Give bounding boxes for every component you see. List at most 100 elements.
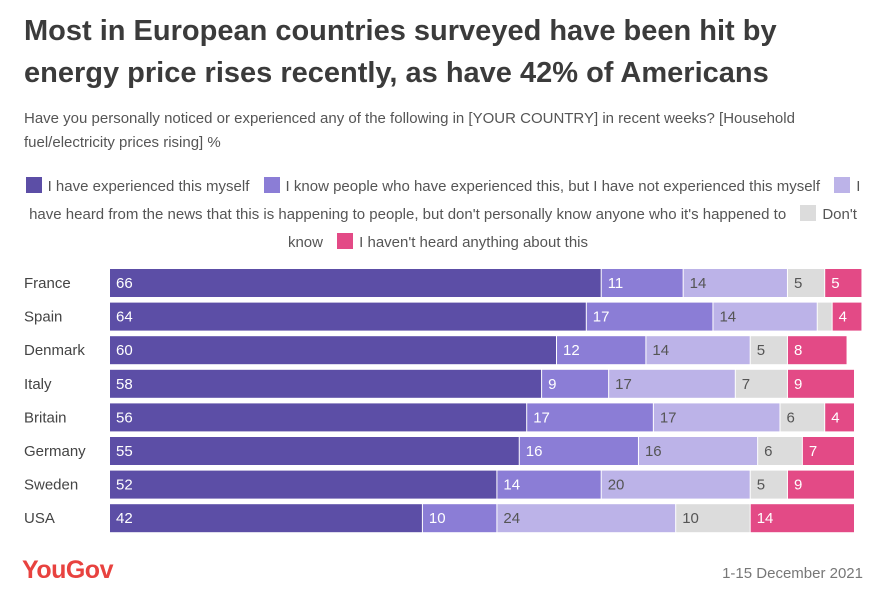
bar-segment (713, 302, 817, 331)
data-label: 7 (742, 376, 750, 393)
data-label: 9 (794, 376, 802, 393)
category-label: Denmark (24, 342, 85, 359)
bar-segment (586, 302, 713, 331)
legend-swatch (834, 177, 851, 193)
bar-segment (601, 269, 683, 297)
legend-item-havent-heard: I haven't heard anything about this (337, 233, 589, 251)
data-label: 5 (794, 275, 802, 292)
legend-label: I have experienced this myself (47, 178, 250, 195)
bar-segment (497, 504, 676, 533)
bar-segment (825, 269, 862, 297)
data-label: 4 (831, 409, 839, 426)
legend-swatch (337, 233, 354, 249)
bar-segment (817, 302, 832, 331)
data-label: 17 (533, 409, 550, 426)
category-label: Italy (24, 376, 52, 393)
bar-segment (832, 302, 862, 331)
bar-segment (601, 470, 750, 499)
bar-segment (750, 470, 787, 499)
category-label: Britain (24, 409, 67, 426)
data-label: 14 (690, 275, 707, 292)
data-label: 60 (116, 342, 133, 359)
bar-segment (527, 403, 653, 432)
legend-swatch (263, 177, 280, 193)
data-label: 42 (116, 510, 133, 527)
bar-segment (787, 369, 854, 398)
data-label: 24 (503, 510, 520, 527)
data-label: 11 (608, 275, 624, 292)
data-label: 52 (116, 477, 133, 494)
bar-segment (646, 336, 750, 365)
data-label: 56 (116, 409, 133, 426)
chart-subtitle: Have you personally noticed or experienc… (24, 110, 795, 151)
bar-segment (422, 504, 497, 533)
data-label: 58 (116, 376, 133, 393)
survey-date: 1-15 December 2021 (722, 565, 863, 582)
bar-segment (110, 403, 527, 432)
bar-segment (519, 437, 638, 465)
bar-segment (750, 336, 787, 365)
bar-segment (683, 269, 787, 297)
data-label: 16 (645, 443, 662, 460)
bar-segment (653, 403, 780, 432)
bar-segment (638, 437, 758, 465)
data-label: 16 (526, 443, 543, 460)
data-label: 64 (116, 309, 133, 326)
data-label: 4 (839, 309, 847, 326)
category-label: France (24, 275, 71, 292)
bar-segment (735, 369, 787, 398)
bar-segment (110, 504, 422, 533)
bar-segment (110, 302, 586, 331)
legend-swatch (800, 205, 817, 221)
data-label: 20 (608, 477, 625, 494)
bar-segment (609, 369, 735, 398)
bar-segment (780, 403, 825, 432)
bar-segment (676, 504, 750, 533)
legend-item-experienced-myself: I have experienced this myself (25, 177, 254, 195)
data-label: 12 (563, 342, 580, 359)
bar-segment (110, 369, 542, 398)
data-label: 14 (757, 510, 774, 527)
data-label: 6 (764, 443, 772, 460)
category-label: Spain (24, 309, 62, 326)
legend-item-know-people: I know people who have experienced this,… (263, 177, 825, 195)
data-label: 5 (757, 342, 765, 359)
data-label: 17 (593, 309, 610, 326)
data-label: 10 (429, 510, 446, 527)
data-label: 14 (652, 342, 669, 359)
bar-segment (750, 504, 854, 533)
bar-segment (110, 437, 519, 465)
legend-label: I haven't heard anything about this (359, 234, 589, 251)
bar-segment (825, 403, 854, 432)
legend-label: Don't know (287, 206, 857, 251)
legend-label: I have heard from the news that this is … (29, 178, 861, 223)
data-label: 17 (660, 409, 677, 426)
legend-item-dont-know: Don't know (287, 205, 857, 251)
data-label: 66 (116, 275, 133, 292)
legend-label: I know people who have experienced this,… (285, 178, 821, 195)
legend-swatch (25, 177, 42, 193)
data-label: 14 (503, 477, 520, 494)
data-label: 14 (719, 309, 736, 326)
yougov-logo: YouGov (22, 556, 113, 584)
data-label: 5 (831, 275, 839, 292)
data-label: 7 (809, 443, 817, 460)
data-label: 17 (615, 376, 632, 393)
category-label: Germany (24, 443, 86, 460)
data-label: 9 (794, 477, 802, 494)
bar-segment (758, 437, 802, 465)
data-label: 6 (787, 409, 795, 426)
category-label: USA (24, 510, 55, 527)
data-label: 10 (682, 510, 699, 527)
bar-segment (787, 336, 847, 365)
chart-legend: I have experienced this myself I know pe… (18, 173, 868, 257)
category-label: Sweden (24, 477, 78, 494)
legend-item-heard-news: I have heard from the news that this is … (29, 177, 861, 223)
bar-segment (542, 369, 609, 398)
bar-segment (110, 336, 556, 365)
bar-segment (110, 269, 601, 297)
data-label: 5 (757, 477, 765, 494)
data-label: 55 (116, 443, 133, 460)
chart-title: Most in European countries surveyed have… (24, 15, 777, 89)
